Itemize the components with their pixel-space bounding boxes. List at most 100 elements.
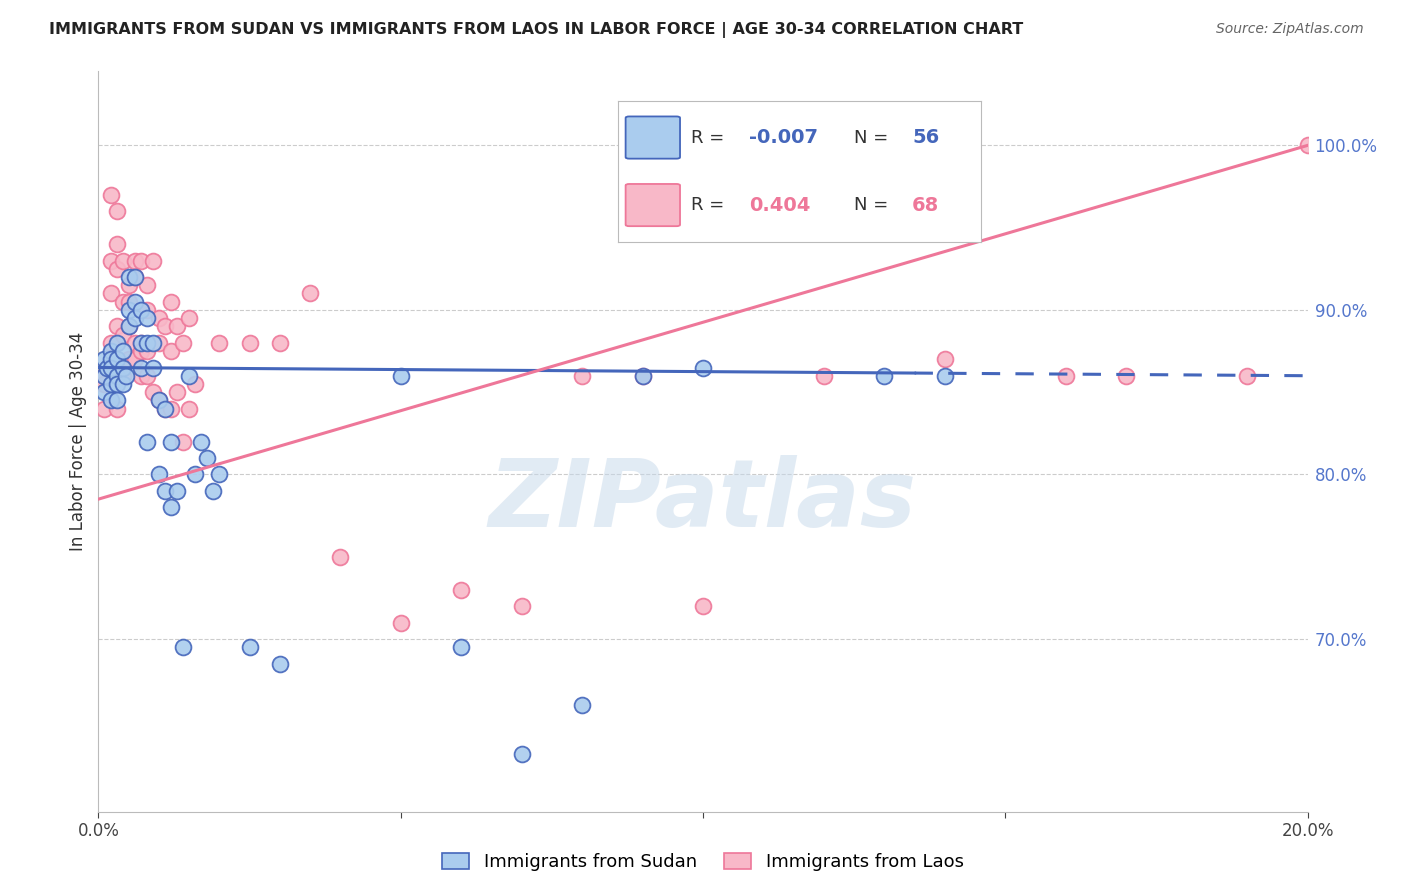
Point [142,385,165,400]
Point [96,360,118,375]
Point [148,335,170,350]
Point [129,253,152,268]
Point [148,393,170,408]
Point [934,352,956,367]
Point [1296,138,1319,153]
Point [190,434,212,449]
Point [142,335,165,350]
Point [172,434,194,449]
Point [105,237,128,252]
Point [124,311,146,326]
Point [118,352,141,367]
Y-axis label: In Labor Force | Age 30-34: In Labor Force | Age 30-34 [69,332,87,551]
Point [202,483,225,498]
Point [111,368,134,383]
Point [142,360,165,375]
Point [389,368,412,383]
Point [153,319,176,334]
Point [148,393,170,408]
Point [166,483,188,498]
Point [184,467,207,482]
Point [93,368,115,383]
Point [124,294,146,309]
Point [105,261,128,276]
Point [111,344,134,359]
Point [571,698,593,712]
Point [118,270,141,285]
Point [692,360,714,375]
Point [118,319,141,334]
Point [160,401,183,416]
Point [142,253,165,268]
Point [105,335,128,350]
Point [100,360,122,375]
Point [118,302,141,317]
Text: ZIPatlas: ZIPatlas [489,455,917,547]
Point [105,393,128,408]
Point [166,385,188,400]
Point [873,368,896,383]
Point [100,187,122,202]
Point [100,344,122,359]
Point [100,335,122,350]
Point [124,335,146,350]
Point [153,401,176,416]
Point [450,640,472,655]
Point [571,368,593,383]
Point [93,401,115,416]
Point [129,302,152,317]
Point [631,368,654,383]
Point [124,270,146,285]
Point [813,368,835,383]
Point [105,319,128,334]
Point [93,376,115,391]
Point [124,270,146,285]
Point [100,286,122,301]
Point [179,311,201,326]
Point [129,302,152,317]
Point [179,401,201,416]
Point [153,401,176,416]
Point [269,335,291,350]
Point [93,352,115,367]
Point [105,204,128,219]
Point [129,344,152,359]
Point [208,335,231,350]
Point [148,467,170,482]
Point [93,368,115,383]
Point [135,344,157,359]
Point [239,640,262,655]
Point [148,311,170,326]
Point [752,220,775,235]
Point [160,294,183,309]
Point [172,640,194,655]
Point [111,376,134,391]
Point [114,368,136,383]
Point [299,286,322,301]
Point [105,376,128,391]
Point [195,450,218,465]
Text: IMMIGRANTS FROM SUDAN VS IMMIGRANTS FROM LAOS IN LABOR FORCE | AGE 30-34 CORRELA: IMMIGRANTS FROM SUDAN VS IMMIGRANTS FROM… [49,22,1024,38]
Point [100,393,122,408]
Point [105,352,128,367]
Point [208,467,231,482]
Point [111,327,134,342]
Point [118,294,141,309]
Point [269,657,291,671]
Point [111,294,134,309]
Point [160,500,183,515]
Point [510,747,533,761]
Point [118,319,141,334]
Point [129,368,152,383]
Point [118,278,141,293]
Point [179,368,201,383]
Point [329,549,352,564]
Point [934,368,956,383]
Point [129,335,152,350]
Legend: Immigrants from Sudan, Immigrants from Laos: Immigrants from Sudan, Immigrants from L… [434,846,972,879]
Point [100,253,122,268]
Point [1236,368,1258,383]
Point [100,352,122,367]
Point [124,352,146,367]
Point [166,319,188,334]
